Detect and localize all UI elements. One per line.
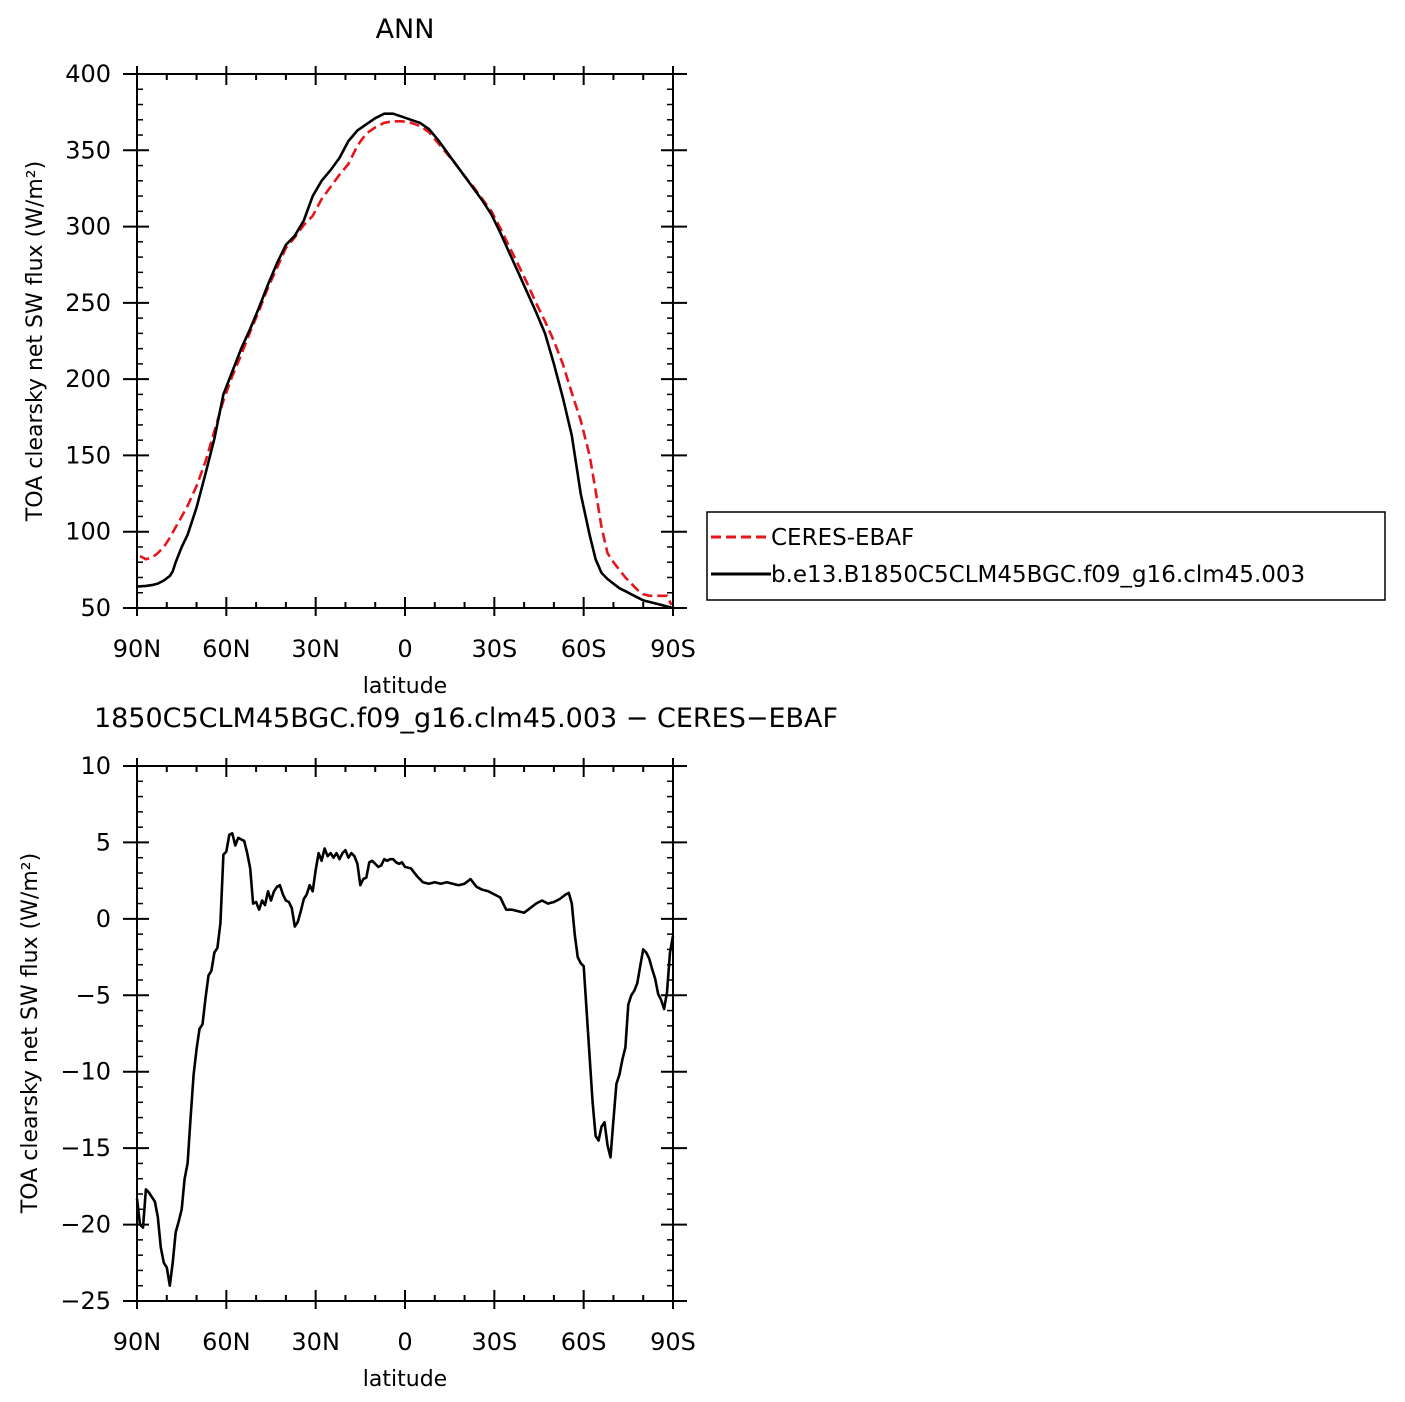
y-tick-label: 5 (96, 828, 111, 856)
bottom-panel-title: 1850C5CLM45BGC.f09_g16.clm45.003 − CERES… (94, 703, 838, 734)
top-series-layer (136, 112, 674, 610)
bottom-axis-ticks (123, 758, 687, 1309)
bottom-panel: 1850C5CLM45BGC.f09_g16.clm45.003 − CERES… (18, 703, 838, 1392)
y-tick-label: −20 (60, 1211, 111, 1239)
x-tick-label: 30N (291, 635, 340, 663)
top-axis-ticks (123, 66, 687, 616)
x-tick-label: 90S (650, 635, 696, 663)
x-tick-label: 0 (397, 1328, 412, 1356)
y-tick-label: −5 (76, 981, 111, 1009)
series-line-0 (139, 120, 673, 606)
series-line-1 (136, 112, 674, 610)
bottom-x-axis-label: latitude (363, 1367, 447, 1392)
top-panel-title: ANN (376, 14, 435, 45)
y-tick-label: 150 (65, 441, 111, 469)
top-x-tick-labels: 90N 60N 30N 0 30S 60S 90S (113, 635, 696, 663)
y-tick-label: 350 (65, 136, 111, 164)
legend-label-ceres-ebaf: CERES-EBAF (771, 525, 914, 551)
y-tick-label: 0 (96, 905, 111, 933)
x-tick-label: 60S (561, 1328, 607, 1356)
x-tick-label: 90N (113, 635, 162, 663)
bottom-y-tick-labels: −25 −20 −15 −10 −5 0 5 10 (60, 752, 111, 1315)
y-tick-label: 100 (65, 518, 111, 546)
top-plot-frame (136, 73, 674, 609)
x-tick-label: 60S (561, 635, 607, 663)
top-y-axis-label: TOA clearsky net SW flux (W/m²) (23, 161, 48, 522)
y-tick-label: 200 (65, 365, 111, 393)
bottom-x-tick-labels: 90N 60N 30N 0 30S 60S 90S (113, 1328, 696, 1356)
y-tick-label: −25 (60, 1287, 111, 1315)
bottom-series-layer (135, 831, 675, 1287)
y-tick-label: −10 (60, 1058, 111, 1086)
y-tick-label: −15 (60, 1134, 111, 1162)
y-tick-label: 300 (65, 213, 111, 241)
x-tick-label: 30S (471, 635, 517, 663)
series-line-0 (135, 831, 675, 1287)
x-tick-label: 30S (471, 1328, 517, 1356)
x-tick-label: 60N (202, 1328, 251, 1356)
legend-box (706, 511, 1386, 601)
y-tick-label: 250 (65, 289, 111, 317)
x-tick-label: 0 (397, 635, 412, 663)
legend: CERES-EBAF b.e13.B1850C5CLM45BGC.f09_g16… (706, 511, 1386, 601)
x-tick-label: 90N (113, 1328, 162, 1356)
y-tick-label: 10 (80, 752, 111, 780)
bottom-y-axis-label: TOA clearsky net SW flux (W/m²) (18, 853, 43, 1214)
x-tick-label: 60N (202, 635, 251, 663)
top-panel: ANN 90N 60N 30N 0 30S 60S 90S 50 100 150 200 250 30… (23, 14, 696, 699)
top-x-axis-label: latitude (363, 674, 447, 699)
y-tick-label: 50 (80, 594, 111, 622)
legend-label-model: b.e13.B1850C5CLM45BGC.f09_g16.clm45.003 (771, 562, 1305, 588)
x-tick-label: 90S (650, 1328, 696, 1356)
top-y-tick-labels: 50 100 150 200 250 300 350 400 (65, 60, 111, 622)
x-tick-label: 30N (291, 1328, 340, 1356)
y-tick-label: 400 (65, 60, 111, 88)
bottom-plot-frame (136, 765, 674, 1302)
